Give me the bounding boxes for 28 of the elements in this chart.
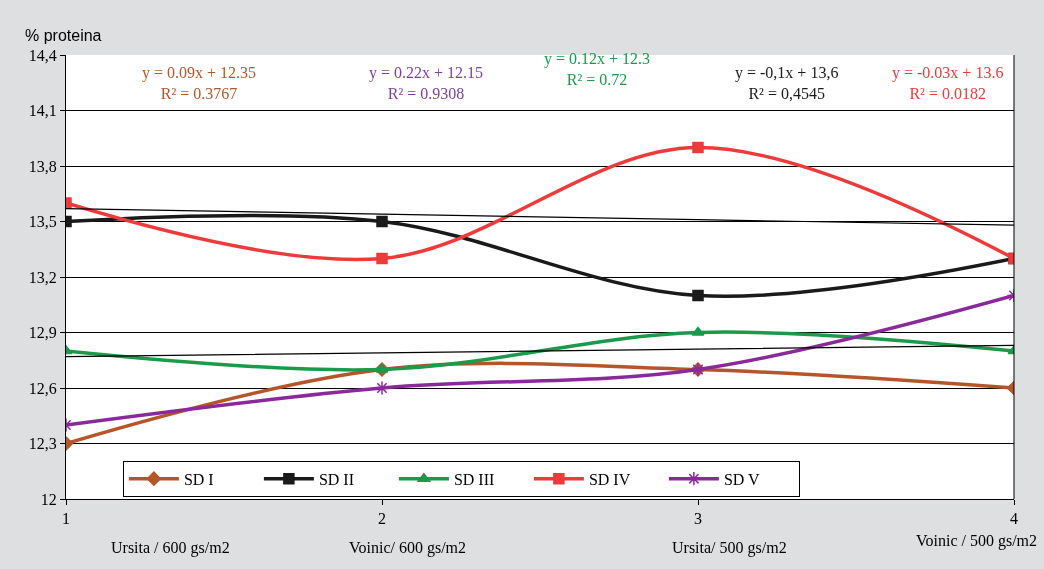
- y-tick-label: 13,2: [28, 268, 57, 286]
- text: Ursita / 600 gs/m2: [111, 539, 230, 557]
- text: Voinic / 500 gs/m2: [916, 532, 1038, 550]
- x-tick-label: 3: [694, 510, 702, 528]
- y-tick-label: 12,9: [28, 324, 57, 342]
- annotation: y = 0.22x + 12.15 R² = 0.9308: [369, 64, 484, 102]
- y-tick-label: 12,6: [28, 379, 57, 397]
- y-tick-label: 14,4: [28, 46, 57, 64]
- y-tick-label: 12: [40, 490, 57, 508]
- text: Ursita/ 500 gs/m2: [672, 539, 787, 557]
- annotation: y = 0.09x + 12.35 R² = 0.3767: [142, 64, 257, 102]
- legend-label: SD IV: [588, 470, 631, 488]
- x-tick-label: 4: [1010, 510, 1018, 528]
- y-tick-label: 12,3: [28, 435, 57, 453]
- y-tick-label: 14,1: [28, 102, 57, 120]
- y-axis-title: % proteina: [25, 27, 102, 44]
- text: Voinic/ 600 gs/m2: [349, 539, 467, 557]
- legend-label: SD V: [723, 470, 761, 488]
- legend-label: SD II: [318, 470, 354, 488]
- y-tick-label: 13,8: [28, 157, 57, 175]
- y-tick-label: 13,5: [28, 213, 57, 231]
- annotation: y = 0.12x + 12.3 R² = 0.72: [544, 50, 651, 88]
- legend-label: SD III: [453, 470, 495, 488]
- legend-label: SD I: [183, 470, 214, 488]
- annotation: y = -0,1x + 13,6 R² = 0,4545: [735, 64, 839, 102]
- x-tick-label: 1: [62, 510, 70, 528]
- x-tick-label: 2: [378, 510, 386, 528]
- annotation: y = -0.03x + 13.6 R² = 0.0182: [892, 64, 1004, 102]
